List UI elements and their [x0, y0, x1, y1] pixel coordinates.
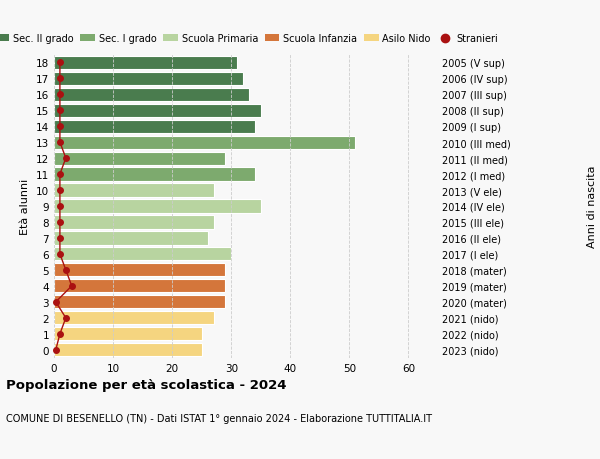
Bar — [54, 296, 226, 309]
Bar — [54, 280, 226, 293]
Bar — [54, 184, 214, 197]
Bar — [54, 136, 355, 149]
Bar — [54, 232, 208, 245]
Text: COMUNE DI BESENELLO (TN) - Dati ISTAT 1° gennaio 2024 - Elaborazione TUTTITALIA.: COMUNE DI BESENELLO (TN) - Dati ISTAT 1°… — [6, 413, 432, 423]
Legend: Sec. II grado, Sec. I grado, Scuola Primaria, Scuola Infanzia, Asilo Nido, Stran: Sec. II grado, Sec. I grado, Scuola Prim… — [0, 34, 498, 44]
Bar — [54, 200, 261, 213]
Bar — [54, 312, 214, 325]
Bar — [54, 216, 214, 229]
Bar — [54, 264, 226, 277]
Bar — [54, 152, 226, 165]
Y-axis label: Età alunni: Età alunni — [20, 179, 31, 235]
Bar — [54, 89, 249, 101]
Bar — [54, 343, 202, 357]
Bar — [54, 168, 255, 181]
Bar — [54, 73, 243, 85]
Text: Popolazione per età scolastica - 2024: Popolazione per età scolastica - 2024 — [6, 379, 287, 392]
Bar — [54, 120, 255, 134]
Bar — [54, 328, 202, 341]
Bar — [54, 104, 261, 118]
Bar — [54, 248, 231, 261]
Bar — [54, 56, 237, 70]
Y-axis label: Anni di nascita: Anni di nascita — [587, 165, 598, 248]
